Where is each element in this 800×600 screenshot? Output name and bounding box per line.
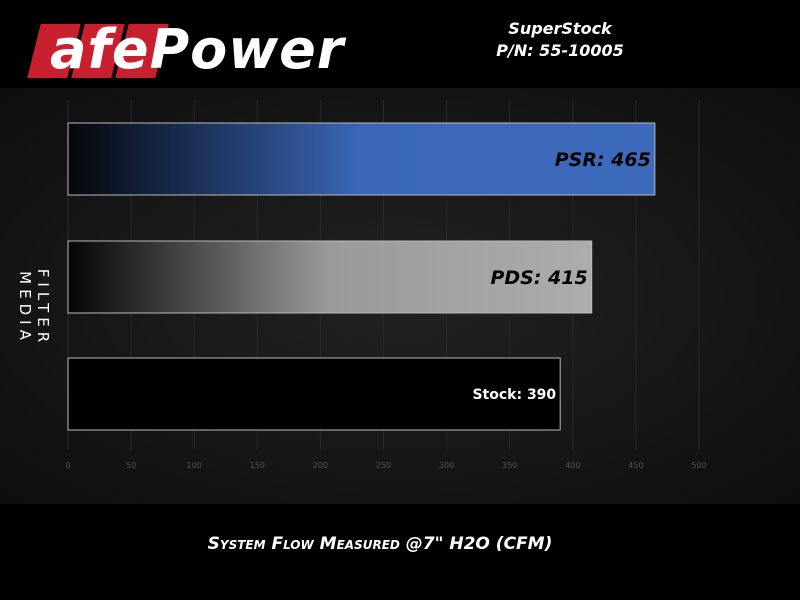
data-label-psr: PSR: 465 — [555, 149, 651, 171]
x-tick-label: 450 — [628, 461, 643, 470]
afe-power-logo: afePower — [20, 14, 380, 81]
product-info: SuperStock P/N: 55-10005 — [430, 18, 690, 62]
x-tick-label: 50 — [126, 461, 136, 470]
bar-psr — [67, 122, 656, 196]
x-tick-label: 400 — [565, 461, 580, 470]
part-number: P/N: 55-10005 — [496, 41, 624, 60]
x-tick-label: 300 — [439, 461, 454, 470]
product-name: SuperStock — [508, 19, 612, 38]
data-label-pds: PDS: 415 — [490, 267, 587, 289]
header: afePower SuperStock P/N: 55-10005 — [0, 0, 800, 88]
bar-pds — [67, 240, 593, 314]
x-axis-label: System Flow Measured @7" H2O (CFM) — [207, 534, 553, 554]
x-tick-label: 250 — [376, 461, 391, 470]
x-tick-label: 150 — [250, 461, 265, 470]
x-tick-label: 100 — [187, 461, 202, 470]
bar-stock — [67, 357, 561, 431]
x-tick-label: 350 — [502, 461, 517, 470]
x-tick-label: 500 — [691, 461, 706, 470]
x-tick-label: 0 — [65, 461, 70, 470]
x-tick-label: 200 — [313, 461, 328, 470]
data-label-stock: Stock: 390 — [472, 387, 556, 403]
footer — [0, 504, 800, 600]
